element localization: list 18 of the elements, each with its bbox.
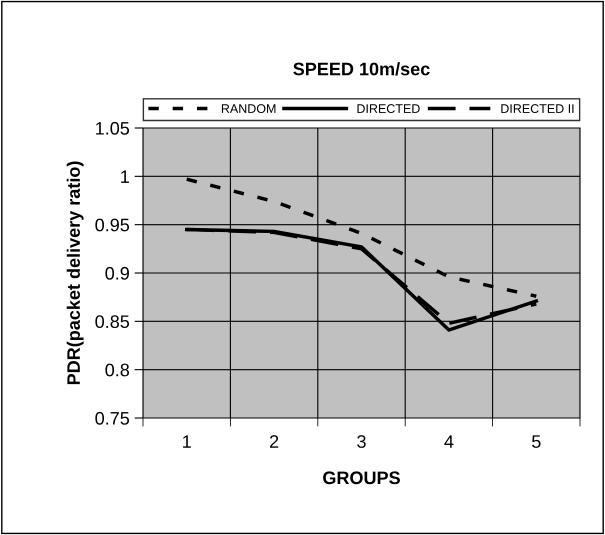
x-axis-title: GROUPS xyxy=(323,471,400,484)
y-tick-label: 1.05 xyxy=(96,122,130,135)
x-tick-label: 3 xyxy=(357,435,366,448)
y-tick-label: 0.75 xyxy=(95,412,130,425)
x-tick-label: 4 xyxy=(444,435,454,448)
y-tick-label: 0.8 xyxy=(105,364,130,376)
y-axis-title: PDR(packet delivery ratio) xyxy=(66,162,84,384)
legend-label: DIRECTED xyxy=(357,104,420,114)
y-tick-label: 0.85 xyxy=(95,315,130,328)
legend-label: DIRECTED II xyxy=(501,104,574,114)
x-tick-label: 1 xyxy=(183,435,191,448)
x-tick-label: 2 xyxy=(270,435,278,448)
x-tick-label: 5 xyxy=(532,435,541,448)
chart-title: SPEED 10m/sec xyxy=(293,62,430,76)
y-tick-label: 0.95 xyxy=(95,218,130,232)
y-tick-label: 0.9 xyxy=(105,266,129,280)
legend-label: RANDOM xyxy=(222,104,276,114)
y-tick-label: 1 xyxy=(121,170,129,183)
